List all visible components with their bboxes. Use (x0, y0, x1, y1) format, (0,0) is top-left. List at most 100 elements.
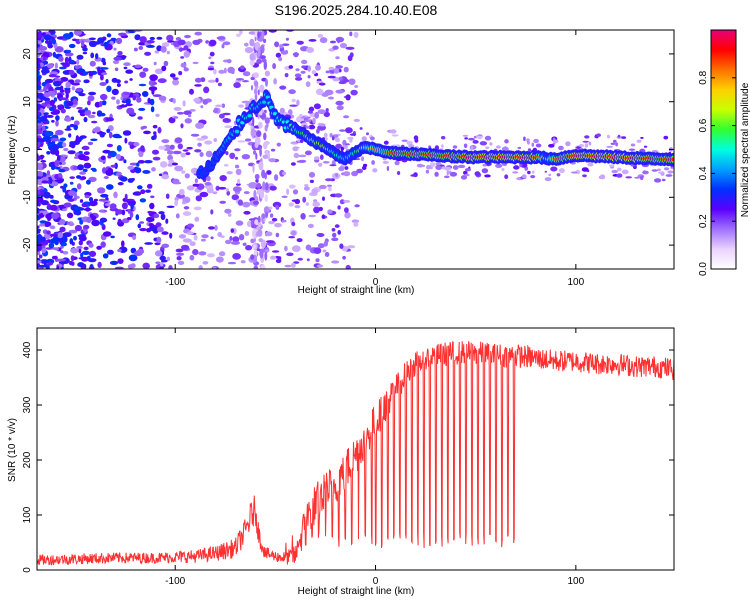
heatmap-blob (258, 121, 263, 129)
heatmap-blob (63, 183, 68, 188)
heatmap-blob (565, 141, 571, 147)
heatmap-blob (232, 236, 240, 243)
heatmap-blob (185, 152, 191, 156)
heatmap-blob (479, 141, 488, 146)
heatmap-blob (328, 66, 335, 71)
heatmap-blob (382, 160, 389, 164)
heatmap-blob (324, 252, 330, 257)
heatmap-blob (181, 244, 190, 250)
heatmap-blob (322, 249, 327, 253)
heatmap-blob (293, 52, 299, 58)
heatmap-blob (47, 90, 56, 96)
heatmap-blob (189, 254, 195, 261)
heatmap-blob (123, 91, 131, 96)
heatmap-blob (125, 69, 134, 74)
heatmap-blob (298, 154, 307, 158)
heatmap-blob (127, 217, 132, 221)
heatmap-blob (37, 155, 42, 161)
heatmap-blob (142, 262, 150, 269)
heatmap-blob (161, 139, 170, 144)
heatmap-blob (60, 242, 67, 247)
heatmap-blob (307, 65, 312, 72)
heatmap-blob (102, 231, 112, 237)
heatmap-blob (255, 152, 258, 160)
heatmap-blob (192, 61, 199, 65)
heatmap-blob (67, 212, 74, 219)
heatmap-blob (65, 81, 71, 89)
heatmap-blob (312, 201, 321, 208)
heatmap-blob (296, 238, 303, 243)
heatmap-blob (155, 250, 163, 257)
heatmap-blob (176, 252, 185, 256)
top-y-axis-label: Frequency (Hz) (7, 116, 18, 185)
heatmap-blob (206, 175, 211, 182)
bottom-axis-ticks: -100 0 100 0 100 200 300 400 (22, 328, 674, 587)
heatmap-blob (124, 193, 128, 201)
heatmap-blob (166, 150, 174, 155)
heatmap-blob (70, 247, 79, 254)
heatmap-blob (168, 265, 173, 269)
heatmap-blob (485, 146, 490, 149)
heatmap-blob (177, 39, 186, 46)
heatmap-blob (242, 80, 249, 83)
heatmap-blob (106, 184, 114, 190)
heatmap-blob (40, 200, 49, 206)
heatmap-blob (452, 145, 458, 149)
heatmap-blob (84, 109, 92, 116)
heatmap-blob (74, 209, 82, 216)
heatmap-blob (87, 100, 91, 106)
heatmap-blob (544, 177, 552, 182)
heatmap-blob (81, 250, 91, 255)
heatmap-blob (339, 199, 345, 205)
heatmap-blob (149, 74, 158, 81)
heatmap-blob (133, 142, 140, 147)
heatmap-blob (207, 79, 216, 83)
heatmap-blob (90, 52, 95, 59)
heatmap-blob (472, 140, 479, 144)
heatmap-blob (55, 115, 60, 121)
heatmap-blob (96, 245, 102, 250)
heatmap-blob (289, 184, 296, 189)
heatmap-blob (274, 223, 282, 228)
heatmap-blob (197, 142, 202, 147)
heatmap-blob (54, 159, 60, 166)
heatmap-blob (548, 143, 555, 148)
heatmap-blob (80, 252, 84, 258)
heatmap-blob (37, 69, 40, 76)
heatmap-blob (225, 239, 232, 245)
heatmap-blob (210, 209, 214, 215)
heatmap-blob (163, 144, 172, 151)
heatmap-blob (68, 133, 72, 138)
heatmap-blob (322, 161, 330, 164)
heatmap-blob (296, 160, 306, 163)
heatmap-blob (50, 137, 59, 142)
heatmap-blob (120, 55, 127, 59)
heatmap-blob (86, 217, 92, 223)
heatmap-blob (117, 51, 123, 56)
heatmap-blob (67, 150, 76, 155)
heatmap-blob (324, 89, 334, 96)
heatmap-blob (92, 127, 101, 133)
heatmap-blob (289, 104, 298, 107)
heatmap-blob (161, 174, 170, 180)
heatmap-blob (88, 37, 96, 41)
heatmap-blob (152, 156, 161, 161)
heatmap-blob (259, 189, 265, 199)
heatmap-blob (107, 154, 112, 159)
heatmap-blob (54, 46, 64, 53)
heatmap-blob (275, 205, 279, 209)
heatmap-blob (222, 118, 230, 123)
heatmap-blob (39, 116, 46, 122)
heatmap-blob (142, 67, 149, 72)
heatmap-blob (103, 176, 109, 179)
heatmap-blob (317, 243, 325, 249)
heatmap-blob (270, 148, 276, 152)
heatmap-blob (138, 107, 146, 111)
heatmap-blob (87, 95, 95, 102)
colorbar-tick-label: 0.4 (698, 166, 709, 180)
heatmap-blob (100, 193, 109, 198)
heatmap-blob (462, 134, 469, 137)
heatmap-blob (354, 204, 360, 208)
heatmap-blob (110, 37, 117, 42)
heatmap-blob (552, 139, 559, 144)
